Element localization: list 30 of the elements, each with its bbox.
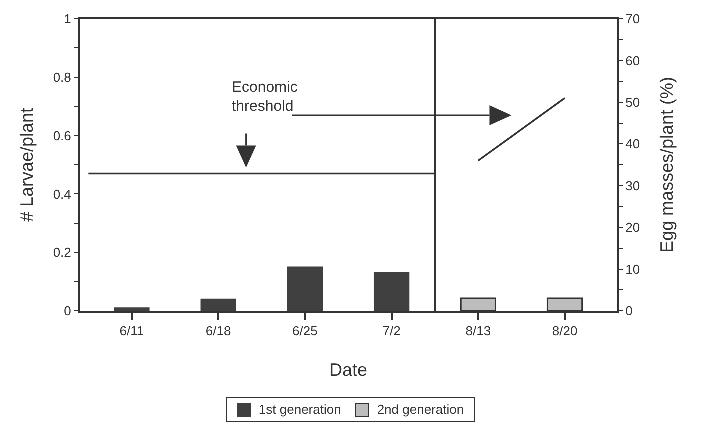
y-tick-label: 0.2 <box>53 245 72 260</box>
y2-tick-label: 60 <box>626 53 640 68</box>
bar <box>114 308 150 311</box>
x-axis-title: Date <box>329 360 368 380</box>
y2-tick-label: 30 <box>626 178 640 194</box>
y-tick-label: 1 <box>64 12 72 27</box>
y2-tick-label: 20 <box>626 220 640 236</box>
y-tick-label: 0.6 <box>53 128 72 144</box>
y-tick-label: 0.4 <box>53 186 72 202</box>
y2-tick-label: 70 <box>626 12 640 27</box>
y2-tick-label: 10 <box>626 262 640 277</box>
y2-axis-title: Egg masses/plant (%) <box>657 76 677 254</box>
legend-label: 2nd generation <box>377 402 464 417</box>
y2-tick-label: 40 <box>626 136 640 152</box>
x-tick-label: 6/25 <box>292 324 318 339</box>
x-tick-label: 6/18 <box>206 324 232 339</box>
x-tick-label: 7/2 <box>382 324 401 339</box>
y-tick-label: 0.8 <box>53 70 72 85</box>
annotation: Economic threshold <box>232 78 332 116</box>
bar <box>200 298 236 311</box>
y-axis-title: # Larvae/plant <box>17 108 37 222</box>
bar <box>287 266 324 311</box>
x-tick-label: 8/13 <box>466 324 492 339</box>
bar <box>374 272 410 311</box>
y-tick-label: 0 <box>64 304 72 319</box>
x-tick-label: 6/11 <box>120 324 144 339</box>
y2-tick-label: 50 <box>626 94 640 110</box>
y2-tick-label: 0 <box>626 304 633 319</box>
legend-label: 1st generation <box>258 402 342 417</box>
x-tick-label: 8/20 <box>552 324 578 339</box>
